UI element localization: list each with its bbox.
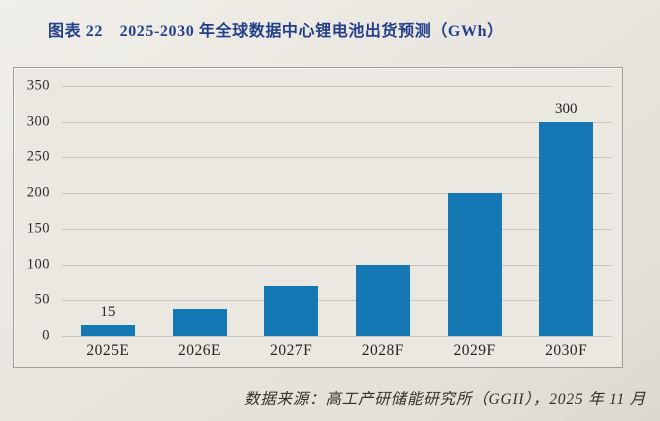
x-tick-label: 2025E [86,342,130,359]
x-tick-label: 2030F [545,342,588,359]
bar-2028F [355,264,410,336]
source-note: 数据来源：高工产研储能研究所（GGII），2025 年 11 月 [243,391,646,408]
bar-slot [429,86,521,336]
x-tick-label: 2029F [453,342,496,359]
gridline [62,228,612,230]
gridline [62,121,612,123]
bar-2025E [80,325,135,336]
y-tick-label: 100 [26,256,50,273]
y-tick-label: 200 [26,184,50,201]
bar-slot [245,86,337,336]
bar-slot: 300 [520,86,612,336]
bar-2030F [539,121,594,336]
bar-slot [154,86,246,336]
gridline [62,157,612,159]
y-axis: 350 300 250 200 150 100 50 0 [14,78,56,344]
bar-value-label: 15 [100,304,116,321]
bar-2027F [264,286,319,336]
gridline [62,300,612,302]
y-tick-label: 250 [26,148,50,165]
bar-slot [337,86,429,336]
bar-2026E [172,308,227,336]
gridline [62,336,612,337]
gridline [62,193,612,195]
y-tick-label: 0 [42,327,50,344]
plot-area: 15 300 [62,86,612,337]
gridline [62,86,612,87]
y-tick-label: 300 [26,113,50,130]
bar-2029F [447,193,502,336]
y-tick-label: 50 [34,291,50,308]
x-tick-label: 2028F [361,342,404,359]
chart-title: 图表 22 2025-2030 年全球数据中心锂电池出货预测（GWh） [48,23,504,40]
x-tick-label: 2027F [270,342,313,359]
bar-slot: 15 [62,86,154,336]
y-tick-label: 150 [26,220,50,237]
gridline [62,264,612,266]
bar-value-label: 300 [554,100,578,117]
x-axis: 2025E 2026E 2027F 2028F 2029F 2030F [62,342,612,360]
chart-frame: 350 300 250 200 150 100 50 0 15 300 2025E 2026E 20… [13,67,623,368]
y-tick-label: 350 [26,77,50,94]
x-tick-label: 2026E [178,342,221,359]
